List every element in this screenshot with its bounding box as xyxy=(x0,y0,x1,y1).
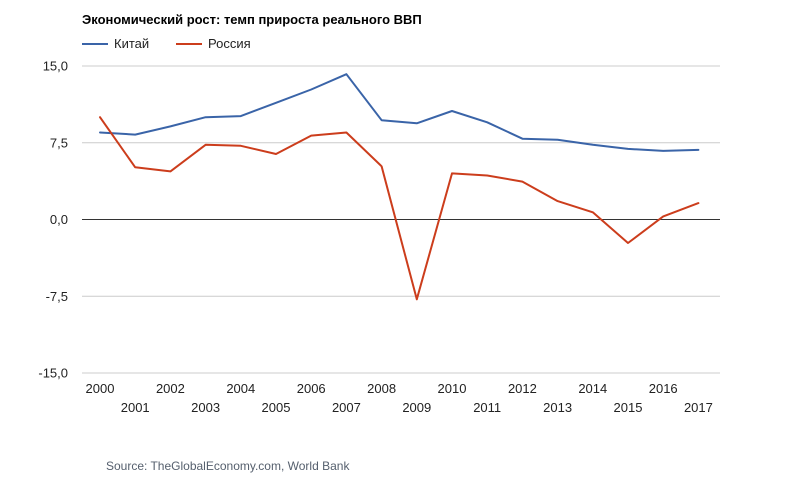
x-tick-label: 2004 xyxy=(226,381,255,396)
y-tick-label: 0,0 xyxy=(50,212,68,227)
y-tick-label: 15,0 xyxy=(43,59,68,74)
y-tick-label: -15,0 xyxy=(38,366,68,381)
x-tick-label: 2013 xyxy=(543,400,572,415)
x-tick-label: 2011 xyxy=(473,400,501,415)
y-tick-label: -7,5 xyxy=(46,289,68,304)
x-tick-label: 2008 xyxy=(367,381,396,396)
chart-title: Экономический рост: темп прироста реальн… xyxy=(82,12,422,27)
x-tick-label: 2001 xyxy=(121,400,150,415)
legend-label-china: Китай xyxy=(114,36,150,51)
x-tick-label: 2003 xyxy=(191,400,220,415)
legend-label-russia: Россия xyxy=(208,36,251,51)
x-tick-label: 2000 xyxy=(86,381,115,396)
legend-item-china[interactable]: Китай xyxy=(82,36,149,51)
x-tick-label: 2002 xyxy=(156,381,185,396)
x-tick-label: 2015 xyxy=(614,400,643,415)
x-tick-label: 2017 xyxy=(684,400,713,415)
x-tick-label: 2014 xyxy=(578,381,607,396)
x-tick-label: 2005 xyxy=(262,400,291,415)
y-tick-label: 7,5 xyxy=(50,135,68,150)
x-tick-label: 2010 xyxy=(438,381,467,396)
x-tick-label: 2006 xyxy=(297,381,326,396)
x-tick-label: 2007 xyxy=(332,400,361,415)
series-line-china xyxy=(99,73,700,152)
x-tick-label: 2016 xyxy=(649,381,678,396)
legend-item-russia[interactable]: Россия xyxy=(176,36,251,51)
x-tick-label: 2012 xyxy=(508,381,537,396)
x-tick-label: 2009 xyxy=(402,400,431,415)
legend-swatch-china xyxy=(82,42,108,45)
source-note: Source: TheGlobalEconomy.com, World Bank xyxy=(106,459,350,473)
legend-swatch-russia xyxy=(176,42,202,45)
series-line-russia xyxy=(99,116,700,301)
